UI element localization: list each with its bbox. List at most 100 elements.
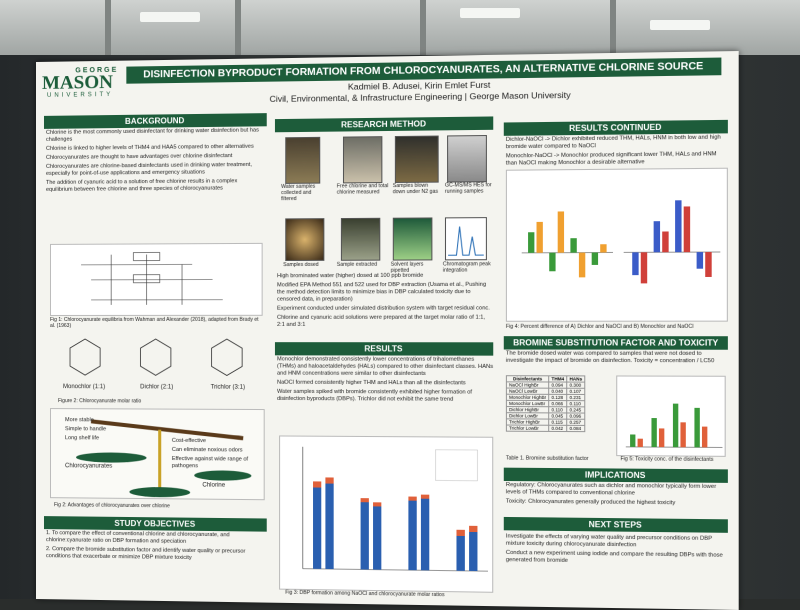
photo-chlorine-measure	[343, 136, 382, 183]
molecule-label-dichlor: Dichlor (2:1)	[126, 384, 187, 390]
fig4-caption: Fig 4: Percent difference of A) Dichlor …	[506, 324, 726, 330]
next-steps-heading: NEXT STEPS	[504, 517, 728, 533]
results-continued-heading: RESULTS CONTINUED	[504, 120, 728, 136]
background-bullet: Chlorocyanurates are thought to have adv…	[46, 153, 265, 162]
method-bullet: High brominated water (higher) dosed at …	[277, 272, 493, 280]
background-bullet: Chlorocyanurates are chlorine-based disi…	[46, 162, 265, 178]
equilibria-diagram	[50, 243, 263, 316]
poster-header: GEORGE MASON UNIVERSITY DISINFECTION BYP…	[36, 51, 739, 112]
ceiling-light	[460, 8, 520, 18]
step-label: Free chlorine and total chlorine measure…	[337, 183, 389, 196]
bromine-table: Disinfectants THM4 HANs NaOCl HighBr0.09…	[506, 375, 585, 432]
bromine-text: The bromide dosed water was compared to …	[506, 351, 726, 366]
results-bullet: NaOCl formed consistently higher THM and…	[277, 380, 493, 388]
scale-right-item: Effective against wide range of pathogen…	[172, 456, 262, 471]
results-bullet: Water samples spiked with bromide consis…	[277, 389, 493, 404]
background-heading: BACKGROUND	[44, 113, 267, 129]
results-continued-item: Monochlor-NaOCl -> Monochlor produced si…	[506, 151, 726, 168]
university-logo: GEORGE MASON UNIVERSITY	[42, 67, 118, 108]
ceiling-beam	[610, 0, 616, 58]
advantages-scale: More stable Simple to handle Long shelf …	[50, 408, 265, 500]
fig5-caption: Fig 5: Toxicity conc. of the disinfectan…	[620, 456, 723, 463]
table-cell: Monochlor LowBr	[506, 400, 548, 406]
implications-heading: IMPLICATIONS	[504, 468, 728, 483]
next-steps-list: Investigate the effects of varying water…	[506, 533, 726, 569]
table-row: Trichlor LowBr0.0420.084	[506, 425, 584, 432]
table-header: THM4	[549, 376, 567, 382]
background-bullet: Chlorine is the most commonly used disin…	[46, 127, 265, 144]
molecule-label-trichlor: Trichlor (3:1)	[197, 385, 258, 391]
table-caption: Table 1. Bromine substitution factor	[506, 455, 612, 462]
scale-right-label: Chlorine	[202, 482, 225, 488]
logo-bottom-text: UNIVERSITY	[42, 92, 118, 99]
substitution-factor-table: Disinfectants THM4 HANs NaOCl HighBr0.09…	[506, 375, 585, 432]
scale-left-list: More stable Simple to handle Long shelf …	[65, 417, 146, 445]
ceiling-beam	[235, 0, 241, 58]
scale-right-item: Can eliminate noxious odors	[172, 447, 262, 455]
results-continued-text: Dichlor-NaOCl -> Dichlor exhibited reduc…	[506, 134, 726, 169]
fig5-chart	[616, 375, 726, 456]
objectives-list: 1. To compare the effect of conventional…	[46, 530, 265, 565]
photo-solvent-layers	[393, 217, 433, 260]
method-bullet: Modified EPA Method 551 and 522 used for…	[277, 282, 493, 304]
fig2-caption: Figure 2: Chlorocyanurate molar ratio	[58, 398, 261, 405]
scale-left-label: Chlorocyanurates	[65, 463, 112, 469]
implications-list: Regulatory: Chlorocyanurates such as dic…	[506, 482, 726, 510]
next-step-item: Investigate the effects of varying water…	[506, 533, 726, 550]
step-label: GC-MS/MS HES for running samples	[445, 182, 493, 195]
implication-item: Regulatory: Chlorocyanurates such as dic…	[506, 482, 726, 498]
step-label: Samples dosed	[283, 262, 328, 268]
scale-left-item: More stable	[65, 417, 146, 424]
implication-item: Toxicity: Chlorocyanurates generally pro…	[506, 498, 726, 507]
objective-item: 2. Compare the bromide substitution fact…	[46, 546, 265, 563]
ceiling-beam	[105, 0, 111, 58]
results-bullet: Monochlor demonstrated consistently lowe…	[277, 356, 493, 378]
photo-nitrogen-blowdown	[395, 136, 439, 183]
table-cell: 0.042	[549, 425, 567, 431]
step-label: Samples blown down under N2 gas	[393, 183, 441, 196]
chromatogram-peaks	[446, 218, 486, 259]
background-bullet: Chlorine is linked to higher levels of T…	[46, 144, 265, 153]
fig5-bars	[617, 377, 724, 456]
poster: GEORGE MASON UNIVERSITY DISINFECTION BYP…	[36, 51, 739, 610]
method-bullet: Chlorine and cyanuric acid solutions wer…	[277, 315, 493, 329]
background-bullets: Chlorine is the most commonly used disin…	[46, 127, 265, 196]
step-label: Water samples collected and filtered	[281, 184, 326, 203]
fig3-bars	[280, 436, 492, 591]
ceiling-light	[650, 20, 710, 30]
results-continued-item: Dichlor-NaOCl -> Dichlor exhibited reduc…	[506, 134, 726, 151]
scale-left-item: Long shelf life	[65, 435, 146, 443]
ceiling-light	[140, 12, 200, 22]
fig1-caption: Fig 1: Chlorocyanurate equilibria from W…	[50, 317, 261, 329]
table-header: HANs	[567, 376, 585, 382]
photo-water-sample	[285, 137, 320, 184]
photo-gc-ms	[447, 135, 487, 183]
method-heading: RESEARCH METHOD	[275, 116, 493, 132]
fig4-charts	[506, 168, 728, 322]
table-cell: Monochlor HighBr	[506, 394, 548, 400]
fig4-bars	[507, 169, 727, 321]
molecule-structures	[50, 334, 263, 385]
chromatogram-image	[445, 217, 487, 260]
scale-right-item: Cost-effective	[172, 438, 262, 446]
ceiling	[0, 0, 800, 58]
logo-main-text: MASON	[42, 74, 118, 93]
table-cell: 0.084	[567, 425, 585, 431]
background-bullet: The addition of cyanuric acid to a solut…	[46, 178, 265, 194]
equilibria-diagram-svg	[51, 244, 262, 315]
fig3-chart	[279, 435, 493, 592]
fig-advantages-caption: Fig 2: Advantages of chlorocyanurates ov…	[54, 502, 257, 510]
step-label: Sample extracted	[337, 262, 385, 268]
scale-right-list: Cost-effective Can eliminate noxious odo…	[172, 438, 262, 473]
photo-samples-dosed	[285, 218, 324, 261]
photo-sample-extracted	[341, 218, 380, 261]
bromine-heading: BROMINE SUBSTITUTION FACTOR AND TOXICITY	[504, 336, 728, 350]
method-bullets: High brominated water (higher) dosed at …	[277, 272, 493, 331]
table-cell: Trichlor LowBr	[506, 425, 548, 431]
results-bullets: Monochlor demonstrated consistently lowe…	[277, 356, 493, 406]
table-row: Monochlor HighBr0.1280.231	[506, 394, 584, 400]
scale-left-item: Simple to handle	[65, 426, 146, 433]
ceiling-beam	[420, 0, 426, 58]
objectives-heading: STUDY OBJECTIVES	[44, 516, 267, 532]
results-heading: RESULTS	[275, 342, 493, 355]
